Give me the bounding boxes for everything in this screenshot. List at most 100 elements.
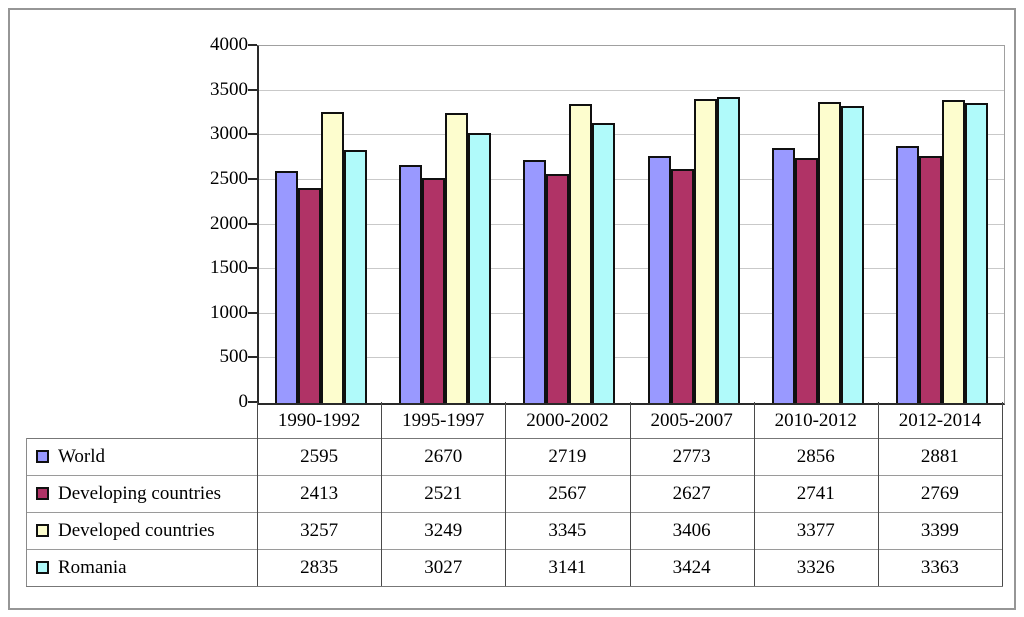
bar-developing-countries — [546, 174, 570, 403]
table-row-separator — [26, 475, 1003, 476]
bar-romania — [716, 97, 740, 403]
value-cell-world-2000-2002: 2719 — [548, 445, 587, 467]
category-label: 2012-2014 — [898, 410, 982, 431]
table-column-separator — [630, 402, 631, 586]
value-cell-romania-2005-2007: 3424 — [672, 556, 711, 578]
bar-group-2012-2014 — [880, 46, 1004, 403]
gridline — [259, 223, 1004, 225]
bar-romania — [468, 133, 492, 403]
legend-column: World Developing countries Developed count… — [27, 438, 257, 586]
bar-groups — [259, 46, 1004, 403]
table-column-separator — [257, 402, 258, 586]
bar-romania — [964, 103, 988, 403]
y-axis-tick-mark — [248, 88, 257, 91]
value-cell-romania-1990-1992: 2835 — [300, 556, 339, 578]
chart-outer-frame — [8, 8, 1016, 610]
y-axis-tick-mark — [248, 311, 257, 314]
y-axis-tick-label: 4000 — [210, 34, 248, 55]
bar-developed-countries — [941, 100, 965, 403]
gridline — [259, 134, 1004, 136]
value-cell-developed-countries-2010-2012: 3377 — [796, 519, 835, 541]
series-name: Romania — [58, 556, 127, 578]
value-cell-romania-2012-2014: 3363 — [920, 556, 959, 578]
legend-key-icon — [36, 450, 49, 463]
y-axis-tick-label: 3500 — [210, 78, 248, 100]
table-row-separator — [26, 512, 1003, 513]
legend-key-icon — [36, 561, 49, 574]
table-column-separator — [505, 402, 506, 586]
bar-romania — [840, 106, 864, 403]
gridline — [259, 357, 1004, 359]
y-axis-tick-label: 0 — [238, 391, 249, 412]
bar-world — [771, 148, 795, 403]
plot-area — [257, 45, 1005, 405]
category-label: 2010-2012 — [774, 410, 857, 431]
value-cell-romania-2010-2012: 3326 — [796, 556, 835, 578]
value-cell-developing-countries-1990-1992: 2413 — [300, 482, 339, 504]
y-axis-tick-mark — [248, 401, 257, 403]
value-cell-developing-countries-2000-2002: 2567 — [548, 482, 587, 504]
y-axis-tick-mark — [248, 222, 257, 225]
bar-group-1995-1997 — [383, 46, 507, 403]
gridline — [259, 268, 1004, 270]
bar-developing-countries — [422, 178, 446, 403]
legend-row-world: World — [27, 438, 257, 475]
bar-world — [399, 165, 423, 403]
value-cell-developed-countries-1990-1992: 3257 — [300, 519, 339, 541]
bar-developed-countries — [693, 99, 717, 403]
value-cell-world-2010-2012: 2856 — [796, 445, 835, 467]
gridline — [259, 178, 1004, 180]
table-column-separator — [754, 402, 755, 586]
bar-developed-countries — [321, 112, 345, 403]
y-axis-tick-mark — [248, 133, 257, 136]
y-axis-tick-label: 2000 — [210, 212, 248, 234]
value-cell-developed-countries-1995-1997: 3249 — [424, 519, 463, 541]
value-cell-world-1995-1997: 2670 — [424, 445, 463, 467]
bar-group-2010-2012 — [756, 46, 880, 403]
bar-developing-countries — [794, 158, 818, 403]
bar-world — [523, 160, 547, 403]
value-cell-world-2005-2007: 2773 — [672, 445, 711, 467]
bar-developed-countries — [445, 113, 469, 403]
y-axis-tick-label: 2500 — [210, 167, 248, 189]
series-name: World — [58, 445, 106, 467]
value-cell-developed-countries-2005-2007: 3406 — [672, 519, 711, 541]
table-column-separator — [1002, 402, 1003, 586]
value-cell-developing-countries-1995-1997: 2521 — [424, 482, 463, 504]
value-cell-developing-countries-2005-2007: 2627 — [672, 482, 711, 504]
bar-developing-countries — [298, 188, 322, 403]
bar-group-1990-1992 — [259, 46, 383, 403]
y-axis-tick-mark — [248, 44, 257, 46]
value-cell-world-2012-2014: 2881 — [920, 445, 959, 467]
value-cell-romania-2000-2002: 3141 — [548, 556, 587, 578]
table-column-separator — [381, 402, 382, 586]
table-column-separator — [878, 402, 879, 586]
value-cell-developed-countries-2012-2014: 3399 — [920, 519, 959, 541]
bar-world — [895, 146, 919, 403]
table-row-separator — [26, 549, 1003, 550]
bar-group-2000-2002 — [507, 46, 631, 403]
y-axis-tick-mark — [248, 177, 257, 180]
legend-key-icon — [36, 487, 49, 500]
gridline — [259, 312, 1004, 314]
y-axis-tick-label: 3000 — [210, 123, 248, 145]
category-label: 1990-1992 — [277, 410, 361, 431]
y-axis-tick-label: 500 — [219, 346, 249, 368]
category-label: 2000-2002 — [526, 410, 609, 431]
bar-world — [275, 171, 299, 403]
value-cell-world-1990-1992: 2595 — [300, 445, 339, 467]
bar-romania — [344, 150, 368, 403]
y-axis-tick-mark — [248, 356, 257, 359]
category-label: 2005-2007 — [650, 410, 733, 431]
category-label: 1995-1997 — [402, 410, 485, 431]
series-name: Developed countries — [58, 519, 215, 541]
bar-developed-countries — [569, 104, 593, 403]
value-cell-developing-countries-2012-2014: 2769 — [920, 482, 959, 504]
value-cell-developing-countries-2010-2012: 2741 — [796, 482, 835, 504]
bar-world — [647, 156, 671, 403]
legend-row-developing-countries: Developing countries — [27, 475, 257, 512]
value-cell-developed-countries-2000-2002: 3345 — [548, 519, 587, 541]
bar-group-2005-2007 — [632, 46, 756, 403]
series-name: Developing countries — [58, 482, 222, 504]
